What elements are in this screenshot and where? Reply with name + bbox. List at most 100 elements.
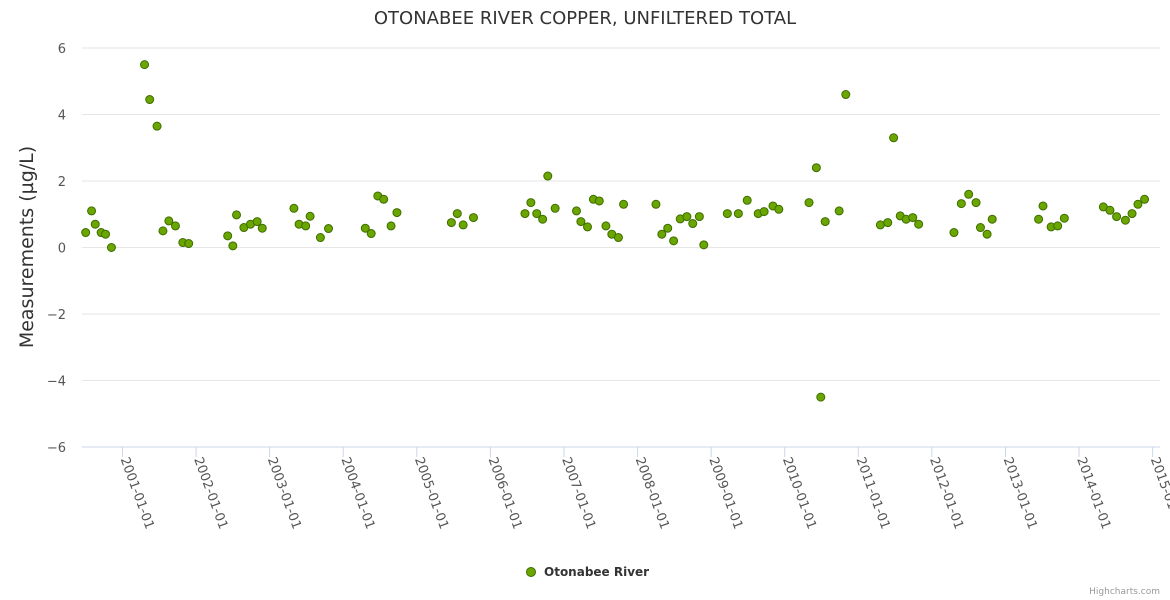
data-point[interactable] [360,223,370,233]
data-point[interactable] [164,216,174,226]
data-point[interactable] [526,198,536,208]
x-tick-label: 2006-01-01 [485,455,525,531]
data-point[interactable] [571,206,581,216]
data-point[interactable] [663,223,673,233]
data-point[interactable] [87,206,97,216]
data-point[interactable] [1059,213,1069,223]
data-point[interactable] [1105,205,1115,215]
data-point[interactable] [81,228,91,238]
data-point[interactable] [1112,212,1122,222]
data-point[interactable] [613,233,623,243]
data-point[interactable] [811,163,821,173]
data-point[interactable] [538,214,548,224]
data-points [81,60,1150,402]
data-point[interactable] [1120,215,1130,225]
y-tick-label: 0 [58,242,66,257]
data-point[interactable] [601,221,611,231]
y-tick-label: 4 [58,109,66,124]
data-point[interactable] [956,199,966,209]
data-point[interactable] [543,171,553,181]
data-point[interactable] [301,221,311,231]
data-point[interactable] [1133,199,1143,209]
data-point[interactable] [145,95,155,105]
data-point[interactable] [232,210,242,220]
data-point[interactable] [1127,209,1137,219]
x-tick-label: 2003-01-01 [264,455,304,531]
data-point[interactable] [228,241,238,251]
data-point[interactable] [257,223,267,233]
x-tick-label: 2002-01-01 [190,455,230,531]
credits-link[interactable]: Highcharts.com [1089,587,1160,597]
data-point[interactable] [223,231,233,241]
data-point[interactable] [682,212,692,222]
data-point[interactable] [468,213,478,223]
data-point[interactable] [699,240,709,250]
data-point[interactable] [458,220,468,230]
data-point[interactable] [184,239,194,249]
data-point[interactable] [914,219,924,229]
data-point[interactable] [908,213,918,223]
data-point[interactable] [152,121,162,131]
data-point[interactable] [971,198,981,208]
data-point[interactable] [366,229,376,239]
data-point[interactable] [532,209,542,219]
data-point[interactable] [315,233,325,243]
data-point[interactable] [289,203,299,213]
data-point[interactable] [594,196,604,206]
y-tick-label: 6 [58,42,66,57]
data-point[interactable] [550,203,560,213]
x-tick-label: 2008-01-01 [632,455,672,531]
data-point[interactable] [774,204,784,214]
legend[interactable]: Otonabee River [526,565,650,579]
data-point[interactable] [987,214,997,224]
data-point[interactable] [583,222,593,232]
data-point[interactable] [742,195,752,205]
data-point[interactable] [875,220,885,230]
data-point[interactable] [1038,201,1048,211]
data-point[interactable] [841,90,851,100]
legend-label[interactable]: Otonabee River [544,565,649,579]
data-point[interactable] [90,219,100,229]
data-point[interactable] [820,217,830,227]
x-tick-labels: 2001-01-01 2002-01-01 2003-01-01 2004-01-01… [117,447,1170,531]
data-point[interactable] [324,224,334,234]
data-point[interactable] [170,221,180,231]
data-point[interactable] [688,219,698,229]
data-point[interactable] [520,209,530,219]
data-point[interactable] [140,60,150,70]
data-point[interactable] [1034,214,1044,224]
data-point[interactable] [964,189,974,199]
data-point[interactable] [101,229,111,239]
data-point[interactable] [158,226,168,236]
data-point[interactable] [651,199,661,209]
chart-title: OTONABEE RIVER COPPER, UNFILTERED TOTAL [374,8,796,29]
data-point[interactable] [889,133,899,143]
data-point[interactable] [386,221,396,231]
y-tick-label: −4 [47,375,66,390]
data-point[interactable] [657,229,667,239]
legend-marker[interactable] [526,567,536,577]
data-point[interactable] [446,218,456,228]
data-point[interactable] [1053,221,1063,231]
data-point[interactable] [619,199,629,209]
data-point[interactable] [975,223,985,233]
data-point[interactable] [305,211,315,221]
data-point[interactable] [804,198,814,208]
data-point[interactable] [252,217,262,227]
data-point[interactable] [949,228,959,238]
data-point[interactable] [982,229,992,239]
data-point[interactable] [1140,194,1150,204]
data-point[interactable] [883,218,893,228]
data-point[interactable] [669,236,679,246]
data-point[interactable] [106,243,116,252]
data-point[interactable] [576,217,586,227]
data-point[interactable] [452,209,462,219]
data-point[interactable] [392,208,402,218]
data-point[interactable] [722,209,732,219]
data-point[interactable] [733,209,743,219]
data-point[interactable] [694,212,704,222]
data-point[interactable] [379,194,389,204]
data-point[interactable] [816,392,826,402]
data-point[interactable] [834,206,844,216]
data-point[interactable] [759,207,769,217]
